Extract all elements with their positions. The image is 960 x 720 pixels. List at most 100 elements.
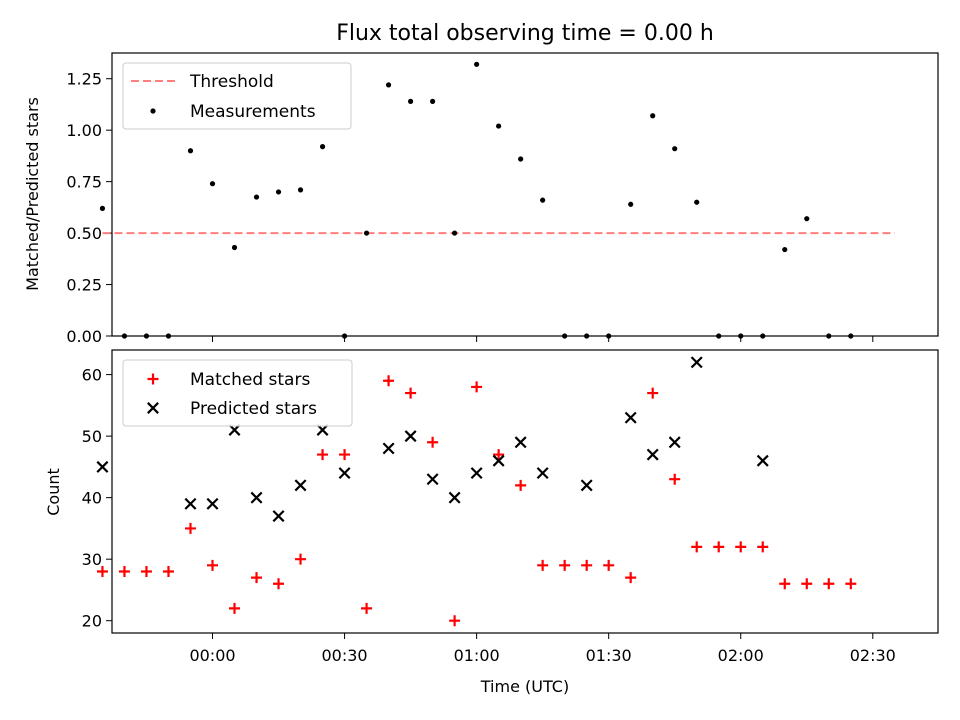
top-legend-box xyxy=(122,62,352,130)
top-legend: Threshold Measurements xyxy=(122,62,352,130)
matched-star-point xyxy=(361,602,373,614)
measurement-point xyxy=(275,189,282,195)
predicted-star-point xyxy=(492,454,505,467)
bottom-xtick-label: 00:00 xyxy=(189,646,235,665)
matched-star-point xyxy=(779,578,791,590)
top-ytick-label: 0.00 xyxy=(66,327,102,346)
bottom-ytick-label: 50 xyxy=(82,427,102,446)
measurement-point xyxy=(518,156,524,162)
predicted-star-point xyxy=(646,448,659,461)
matched-star-point xyxy=(471,381,483,393)
predicted-star-point xyxy=(470,467,483,480)
measurement-point xyxy=(253,194,260,200)
matched-star-point xyxy=(735,541,747,553)
measurement-point xyxy=(385,82,392,88)
top-ytick-label: 1.00 xyxy=(66,121,102,140)
legend-predicted-swatch xyxy=(147,402,159,414)
matched-star-point xyxy=(427,436,439,448)
measurement-point xyxy=(496,123,502,129)
bottom-yticks: 20 30 40 50 60 xyxy=(82,366,112,631)
legend-matched-swatch xyxy=(147,373,159,385)
matched-star-point xyxy=(581,559,593,571)
measurement-point xyxy=(99,205,106,211)
matched-star-point xyxy=(273,578,285,590)
matched-star-point xyxy=(691,541,703,553)
bottom-xlabel: Time (UTC) xyxy=(480,677,569,696)
bottom-legend-box xyxy=(122,359,353,427)
matched-star-point xyxy=(295,553,307,565)
measurement-point xyxy=(187,148,194,154)
predicted-star-point xyxy=(624,411,637,424)
predicted-star-point xyxy=(184,497,197,510)
predicted-star-point xyxy=(272,510,285,523)
predicted-star-point xyxy=(404,430,417,443)
predicted-star-point xyxy=(514,436,527,449)
bottom-marks xyxy=(96,356,857,627)
measurement-point xyxy=(540,197,546,203)
bottom-xtick-label: 02:30 xyxy=(850,646,896,665)
measurement-point xyxy=(407,98,414,104)
matched-star-point xyxy=(515,479,527,491)
predicted-star-point xyxy=(448,491,461,504)
measurement-point xyxy=(209,181,216,187)
bottom-ytick-label: 60 xyxy=(82,366,102,385)
top-axes-frame xyxy=(111,52,939,337)
predicted-star-point xyxy=(536,467,549,480)
top-panel: 0.00 0.25 0.50 0.75 1.00 1.25 Matched/Predict… xyxy=(23,52,939,346)
matched-star-point xyxy=(647,387,659,399)
top-ylabel: Matched/Predicted stars xyxy=(23,97,42,291)
matched-star-point xyxy=(405,387,417,399)
bottom-panel: 20 30 40 50 60 00:00 00:30 01:00 01:30 02:00 02:3… xyxy=(44,349,939,696)
measurement-point xyxy=(231,244,238,251)
predicted-star-point xyxy=(316,424,329,436)
matched-star-point xyxy=(339,449,351,461)
top-ytick-label: 0.25 xyxy=(66,276,102,295)
legend-measurements-swatch xyxy=(150,108,156,114)
matched-star-point xyxy=(207,559,218,571)
bottom-ylabel: Count xyxy=(44,468,63,516)
measurement-point xyxy=(430,98,436,104)
top-marks xyxy=(99,61,895,339)
top-yticks: 0.00 0.25 0.50 0.75 1.00 1.25 xyxy=(66,70,874,346)
measurement-point xyxy=(452,230,458,236)
measurement-point xyxy=(474,61,480,67)
predicted-star-point xyxy=(580,479,593,492)
measurement-point xyxy=(694,199,700,205)
bottom-xticks: 00:00 00:30 01:00 01:30 02:00 02:30 xyxy=(189,633,896,665)
matched-star-point xyxy=(229,602,241,614)
legend-predicted-label: Predicted stars xyxy=(190,399,317,419)
predicted-star-point xyxy=(756,454,769,467)
predicted-star-point xyxy=(382,442,395,455)
matched-star-point xyxy=(162,565,174,577)
matched-star-point xyxy=(801,578,813,590)
legend-threshold-label: Threshold xyxy=(189,72,274,92)
predicted-star-point xyxy=(426,473,439,486)
chart-title: Flux total observing time = 0.00 h xyxy=(336,21,714,46)
measurement-point xyxy=(628,201,634,207)
bottom-legend: Matched stars Predicted stars xyxy=(122,359,353,427)
matched-star-point xyxy=(449,615,461,627)
matched-star-point xyxy=(845,578,857,590)
bottom-ytick-label: 20 xyxy=(82,612,102,631)
bottom-ytick-label: 40 xyxy=(82,489,102,508)
predicted-star-point xyxy=(206,497,219,510)
matched-star-point xyxy=(493,449,505,461)
matched-star-point xyxy=(823,578,835,590)
bottom-axes-frame xyxy=(111,349,939,634)
measurement-point xyxy=(297,187,304,193)
predicted-star-point xyxy=(294,479,307,492)
predicted-star-point xyxy=(668,436,681,449)
measurement-point xyxy=(319,144,326,150)
matched-star-point xyxy=(603,559,615,571)
legend-measurements-label: Measurements xyxy=(190,102,316,122)
predicted-star-point xyxy=(338,467,351,480)
matched-star-point xyxy=(537,559,549,571)
matched-star-point xyxy=(559,559,571,571)
bottom-ytick-label: 30 xyxy=(82,550,102,569)
matched-star-point xyxy=(625,572,637,584)
top-ytick-label: 0.75 xyxy=(66,173,102,192)
matched-star-point xyxy=(713,541,725,553)
matched-star-point xyxy=(118,565,130,577)
bottom-xtick-label: 01:30 xyxy=(586,646,632,665)
